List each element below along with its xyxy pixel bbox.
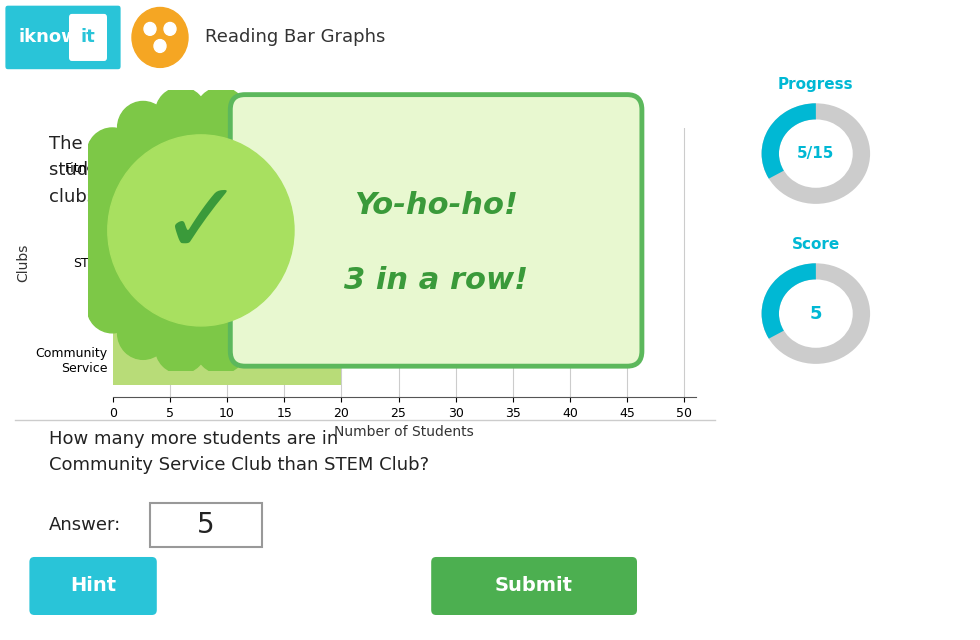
Circle shape <box>156 321 207 373</box>
FancyBboxPatch shape <box>29 557 157 615</box>
FancyBboxPatch shape <box>69 14 107 61</box>
Bar <box>113 140 456 193</box>
Wedge shape <box>761 103 870 204</box>
FancyBboxPatch shape <box>230 95 642 366</box>
Circle shape <box>284 245 335 297</box>
Text: iknow: iknow <box>18 28 77 47</box>
Wedge shape <box>761 263 815 339</box>
Circle shape <box>118 102 169 154</box>
Text: The graph below shows the number of
students that participate in after-school
cl: The graph below shows the number of stud… <box>49 135 407 205</box>
Circle shape <box>144 22 156 35</box>
Circle shape <box>87 280 138 333</box>
Text: ✓: ✓ <box>159 177 243 274</box>
Circle shape <box>164 22 176 35</box>
Text: Reading Bar Graphs: Reading Bar Graphs <box>205 28 385 47</box>
Circle shape <box>156 88 207 140</box>
Circle shape <box>233 102 284 154</box>
Y-axis label: Clubs: Clubs <box>16 243 30 282</box>
Circle shape <box>233 307 284 359</box>
Circle shape <box>264 128 315 180</box>
Text: 5: 5 <box>197 511 215 539</box>
Text: Assign: Assign <box>798 28 853 47</box>
Text: How many more students are in
Community Service Club than STEM Club?: How many more students are in Community … <box>49 430 429 474</box>
Wedge shape <box>761 263 870 364</box>
Text: Hint: Hint <box>70 577 117 595</box>
FancyBboxPatch shape <box>4 4 122 70</box>
Circle shape <box>118 307 169 359</box>
Circle shape <box>264 280 315 333</box>
Circle shape <box>291 204 342 257</box>
Circle shape <box>90 116 312 344</box>
X-axis label: Number of Students: Number of Students <box>334 425 474 439</box>
Circle shape <box>154 40 166 52</box>
Circle shape <box>195 321 246 373</box>
Circle shape <box>108 135 294 326</box>
Wedge shape <box>761 103 815 179</box>
Text: 5/15: 5/15 <box>797 146 835 161</box>
Text: Score: Score <box>792 237 840 252</box>
Text: 5: 5 <box>809 305 822 323</box>
Text: it: it <box>80 28 95 47</box>
Bar <box>113 236 284 289</box>
Circle shape <box>132 8 188 67</box>
Text: Yo-ho-ho!: Yo-ho-ho! <box>354 191 518 220</box>
Text: Submit: Submit <box>495 577 573 595</box>
Text: Progress: Progress <box>778 77 854 92</box>
Circle shape <box>87 128 138 180</box>
Circle shape <box>195 88 246 140</box>
Bar <box>113 332 341 385</box>
Circle shape <box>60 204 111 257</box>
FancyBboxPatch shape <box>431 557 637 615</box>
FancyBboxPatch shape <box>150 503 262 547</box>
Text: 3 in a row!: 3 in a row! <box>344 266 528 295</box>
Text: Answer:: Answer: <box>49 516 122 534</box>
Circle shape <box>67 164 118 216</box>
Circle shape <box>284 164 335 216</box>
Circle shape <box>67 245 118 297</box>
